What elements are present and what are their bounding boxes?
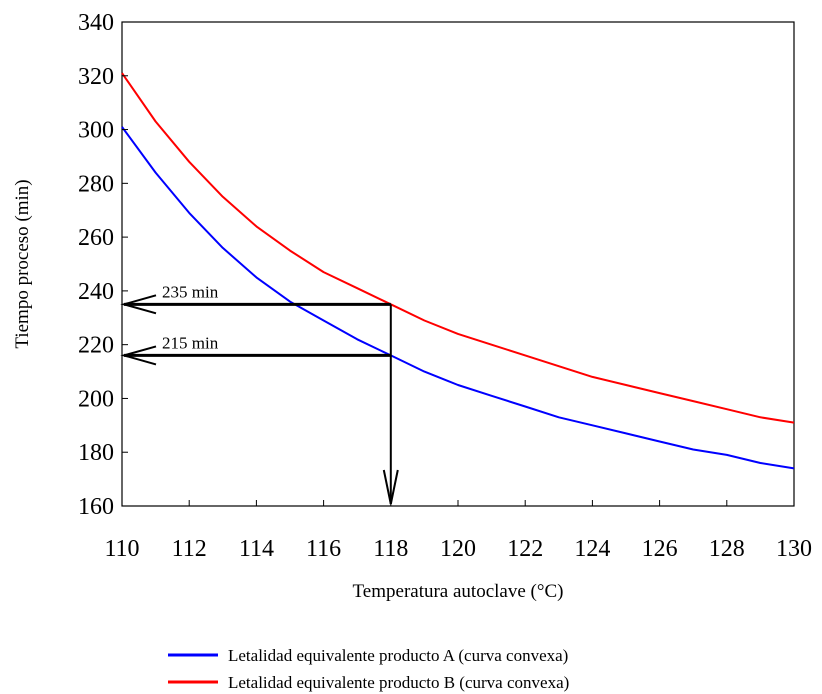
x-tick-label: 116 xyxy=(306,536,341,562)
legend-label-1: Letalidad equivalente producto A (curva … xyxy=(228,646,568,665)
annotation-arrowhead-1 xyxy=(120,294,157,315)
y-tick-label: 340 xyxy=(78,10,114,36)
x-tick-label: 112 xyxy=(172,536,207,562)
x-tick-label: 126 xyxy=(642,536,678,562)
y-tick-label: 180 xyxy=(78,440,114,466)
y-tick-label: 320 xyxy=(78,64,114,90)
x-tick-label: 122 xyxy=(507,536,543,562)
series-layer xyxy=(121,72,795,470)
y-tick-label: 260 xyxy=(78,225,114,251)
x-tick-label: 118 xyxy=(373,536,408,562)
x-tick-label: 114 xyxy=(239,536,274,562)
annotation-arrowhead-2 xyxy=(120,345,157,366)
series-line-1 xyxy=(121,126,795,470)
x-tick-label: 110 xyxy=(104,536,139,562)
legend: Letalidad equivalente producto A (curva … xyxy=(168,646,569,692)
x-tick-label: 130 xyxy=(776,536,812,562)
axis-layer: 160 180 200 220 240 260 280 300 320 340 110 112 114 1… xyxy=(78,10,812,562)
plot-frame xyxy=(121,21,795,507)
legend-label-2: Letalidad equivalente producto B (curva … xyxy=(228,673,569,692)
y-tick-label: 200 xyxy=(78,386,114,412)
x-tick-label: 124 xyxy=(574,536,610,562)
annotation-layer: 235 min 215 min xyxy=(120,282,399,505)
y-tick-label: 220 xyxy=(78,333,114,359)
x-axis-title: Temperatura autoclave (°C) xyxy=(353,581,564,602)
series-line-2 xyxy=(121,72,795,424)
annotation-label-1: 235 min xyxy=(162,282,219,301)
y-tick-label: 240 xyxy=(78,279,114,305)
plot-area xyxy=(121,21,795,507)
y-tick-label: 300 xyxy=(78,118,114,144)
y-tick-label: 280 xyxy=(78,171,114,197)
annotation-label-2: 215 min xyxy=(162,333,219,352)
y-axis-title: Tiempo proceso (min) xyxy=(12,179,33,348)
y-tick-label: 160 xyxy=(78,494,114,520)
x-tick-label: 120 xyxy=(440,536,476,562)
x-tick-label: 128 xyxy=(709,536,745,562)
